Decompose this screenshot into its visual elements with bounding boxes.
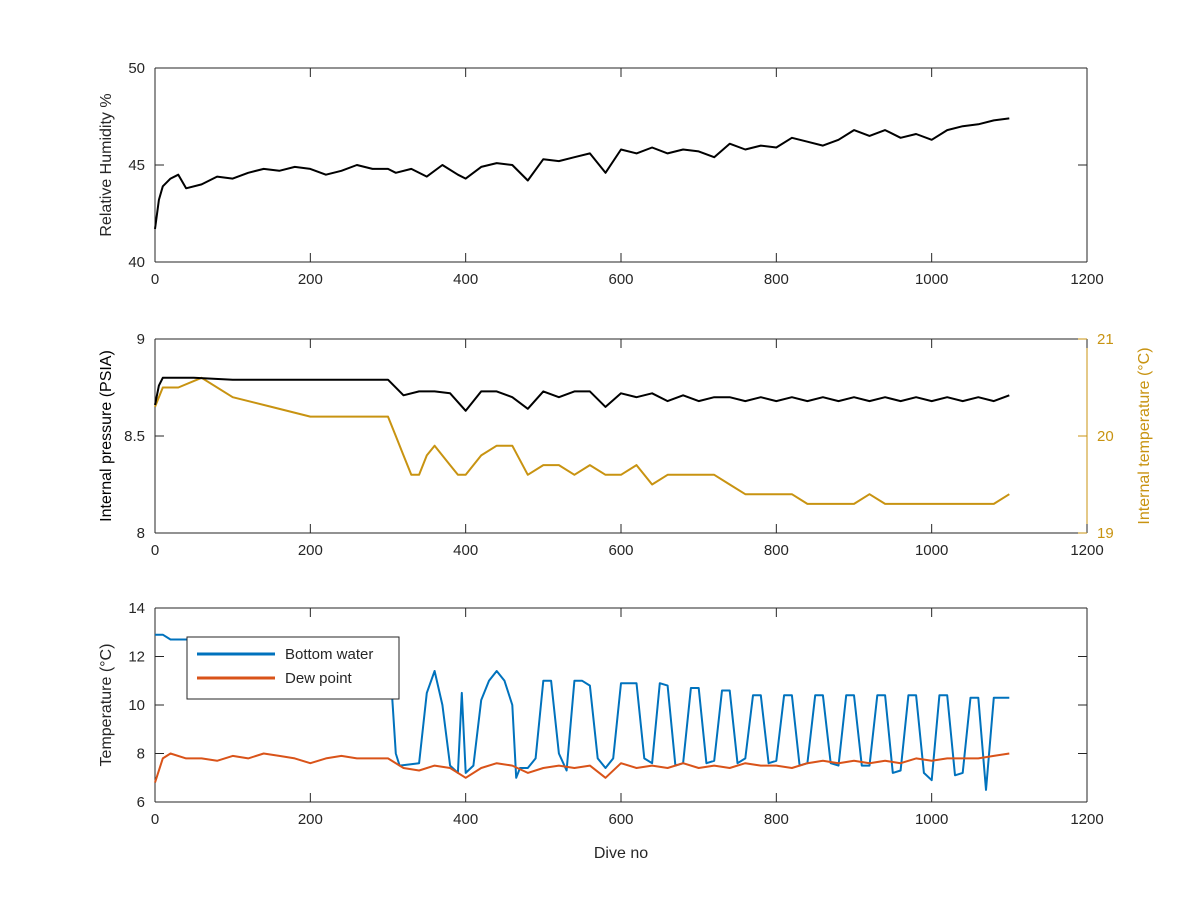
x-tick-label: 0 bbox=[151, 811, 159, 828]
legend-label: Dew point bbox=[285, 670, 353, 687]
x-tick-label: 800 bbox=[764, 271, 789, 288]
legend: Bottom water Dew point bbox=[186, 636, 400, 700]
x-tick-label: 800 bbox=[764, 811, 789, 828]
x-tick-label: 1000 bbox=[915, 542, 948, 559]
chart-panel-2: 0 200 400 600 800 1000 1200 8 8.5 9 19 20 21 Internal… bbox=[98, 331, 1153, 559]
y-axis-label: Temperature (°C) bbox=[98, 644, 115, 767]
y-tick-label: 9 bbox=[137, 331, 145, 348]
x-tick-label: 1200 bbox=[1070, 542, 1103, 559]
y-tick-label: 10 bbox=[128, 697, 145, 714]
x-tick-label: 1200 bbox=[1070, 811, 1103, 828]
series-line-left-axis bbox=[154, 117, 1010, 230]
x-tick-label: 400 bbox=[453, 811, 478, 828]
y-tick-label: 14 bbox=[128, 600, 145, 617]
series-line-right-axis bbox=[154, 376, 1010, 505]
x-tick-label: 800 bbox=[764, 542, 789, 559]
y2-tick-label: 20 bbox=[1097, 428, 1114, 445]
y-tick-label: 12 bbox=[128, 649, 145, 666]
legend-label: Bottom water bbox=[285, 646, 373, 663]
chart-panel-3: 0 200 400 600 800 1000 1200 6 8 10 12 14 Temperature… bbox=[98, 600, 1104, 862]
y-tick-label: 45 bbox=[128, 157, 145, 174]
y-tick-label: 6 bbox=[137, 794, 145, 811]
x-tick-label: 1000 bbox=[915, 811, 948, 828]
x-tick-label: 1200 bbox=[1070, 271, 1103, 288]
x-tick-label: 400 bbox=[453, 542, 478, 559]
x-tick-label: 200 bbox=[298, 542, 323, 559]
y-tick-label: 8.5 bbox=[124, 428, 145, 445]
x-tick-label: 600 bbox=[608, 271, 633, 288]
x-tick-label: 400 bbox=[453, 271, 478, 288]
series-line-dew-point bbox=[154, 752, 1010, 783]
x-tick-label: 600 bbox=[608, 811, 633, 828]
x-tick-label: 200 bbox=[298, 811, 323, 828]
x-tick-label: 1000 bbox=[915, 271, 948, 288]
legend-box bbox=[186, 636, 400, 700]
series-line-bottom-water bbox=[155, 633, 1010, 791]
x-tick-label: 200 bbox=[298, 271, 323, 288]
y2-tick-label: 19 bbox=[1097, 525, 1114, 542]
y-tick-label: 8 bbox=[137, 746, 145, 763]
y-tick-label: 40 bbox=[128, 254, 145, 271]
x-axis-label: Dive no bbox=[594, 845, 648, 862]
x-tick-label: 0 bbox=[151, 271, 159, 288]
y-axis-label: Relative Humidity % bbox=[98, 93, 115, 236]
series-line-left-axis bbox=[154, 376, 1010, 412]
y-axis-label: Internal pressure (PSIA) bbox=[98, 350, 115, 522]
y-tick-label: 50 bbox=[128, 60, 145, 77]
x-tick-label: 600 bbox=[608, 542, 633, 559]
y2-tick-label: 21 bbox=[1097, 331, 1114, 348]
y2-axis-label: Internal temperature (°C) bbox=[1136, 347, 1153, 524]
chart-panel-1: 0 200 400 600 800 1000 1200 40 45 50 Relative Humi… bbox=[98, 60, 1104, 288]
y-tick-label: 8 bbox=[137, 525, 145, 542]
x-tick-label: 0 bbox=[151, 542, 159, 559]
